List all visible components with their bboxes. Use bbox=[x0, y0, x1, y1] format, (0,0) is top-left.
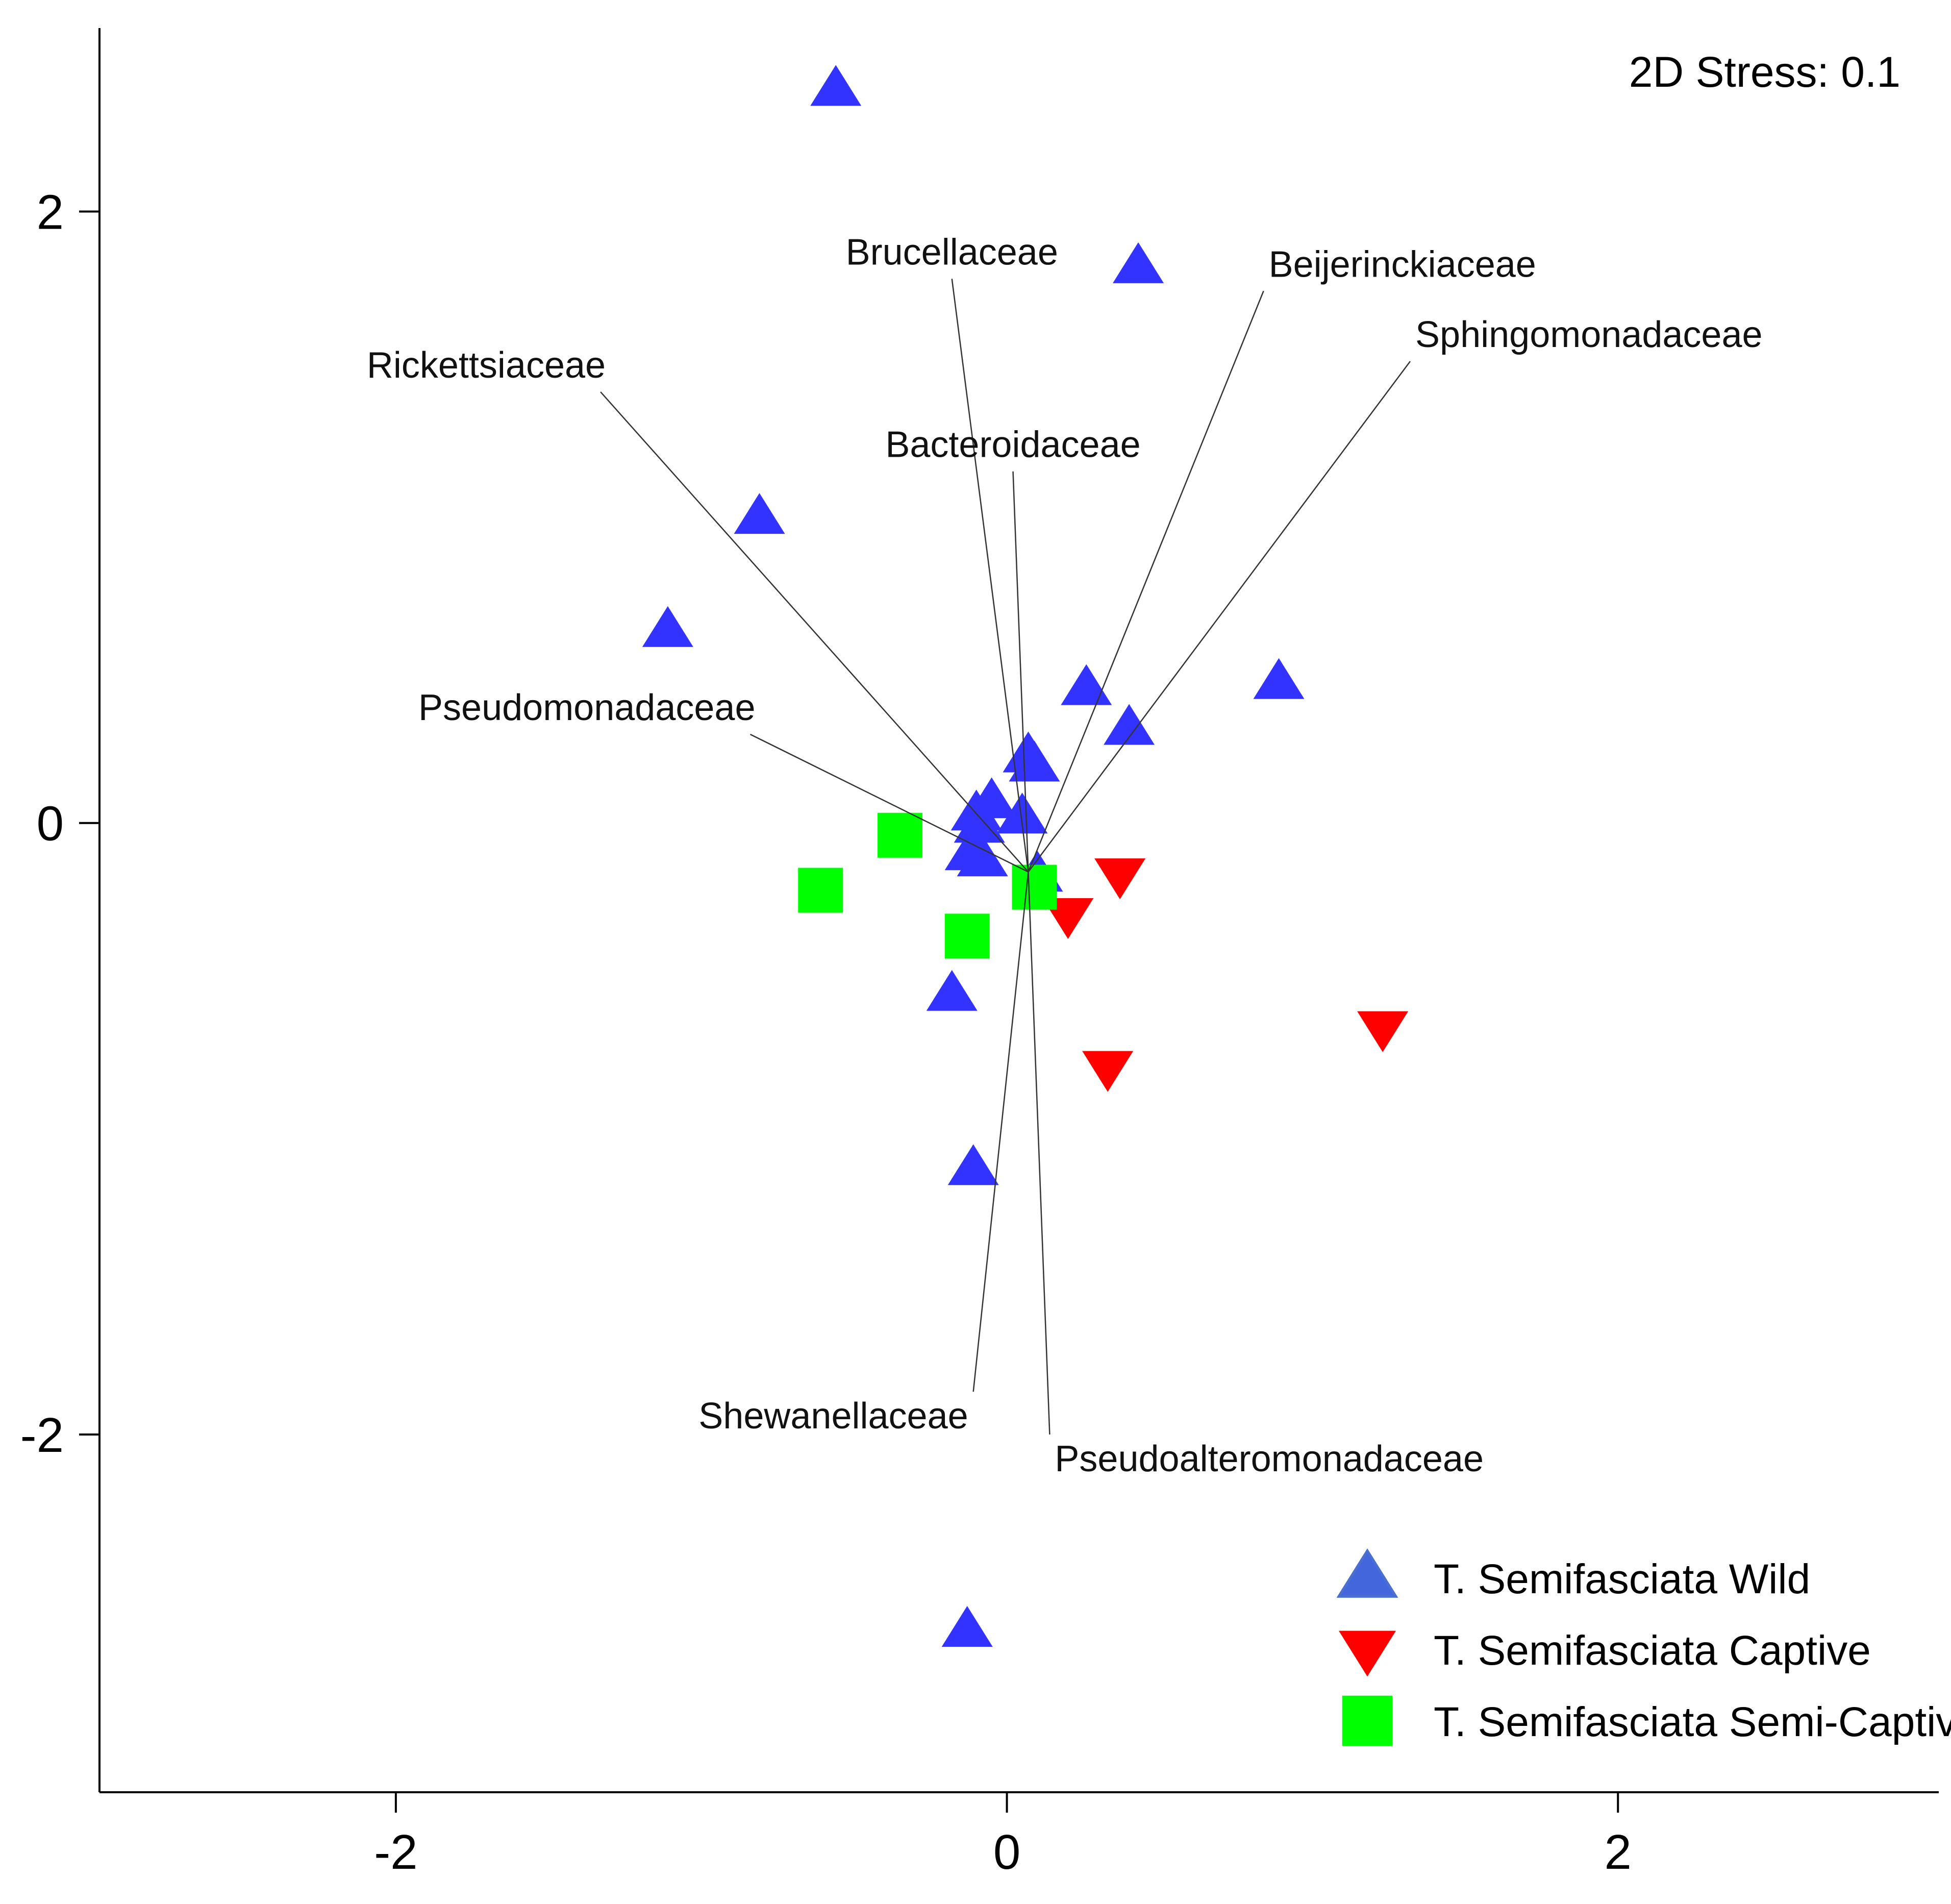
vector-label: Beijerinckiaceae bbox=[1269, 244, 1536, 285]
vector-label: Brucellaceae bbox=[846, 232, 1058, 273]
data-point bbox=[944, 913, 990, 959]
data-point bbox=[1012, 864, 1057, 910]
vector-line bbox=[951, 279, 1029, 872]
y-tick-label: -2 bbox=[20, 1408, 64, 1463]
data-points bbox=[642, 65, 1409, 1647]
vector-labels: Brucellaceae Beijerinckiaceae Sphingomonad… bbox=[367, 232, 1763, 1479]
vector-line bbox=[1012, 471, 1029, 872]
data-point bbox=[1113, 242, 1164, 283]
x-tick-label: 0 bbox=[993, 1825, 1020, 1880]
data-point bbox=[957, 835, 1008, 877]
y-tick-label: 0 bbox=[37, 797, 64, 851]
data-point bbox=[810, 65, 862, 106]
legend-marker bbox=[1339, 1630, 1396, 1677]
vector-line bbox=[1028, 290, 1264, 873]
legend: T. Semifasciata Wild T. Semifasciata Capt… bbox=[1336, 1548, 1951, 1746]
legend-label: T. Semifasciata Wild bbox=[1434, 1556, 1810, 1602]
x-tick-label: 2 bbox=[1605, 1825, 1632, 1880]
legend-label: T. Semifasciata Semi-Captive bbox=[1434, 1699, 1951, 1745]
data-point bbox=[954, 802, 1005, 843]
vector-label: Rickettsiaceae bbox=[367, 345, 606, 386]
data-point bbox=[1082, 1051, 1134, 1092]
legend-label: T. Semifasciata Captive bbox=[1434, 1627, 1871, 1674]
x-tick-label: -2 bbox=[374, 1825, 417, 1880]
vector-label: Bacteroidaceae bbox=[885, 425, 1140, 465]
legend-marker bbox=[1336, 1548, 1398, 1598]
vector-label: Sphingomonadaceae bbox=[1415, 314, 1763, 355]
data-point bbox=[1061, 664, 1112, 705]
y-tick-label: 2 bbox=[37, 185, 64, 239]
data-point bbox=[642, 606, 693, 647]
data-point bbox=[1253, 658, 1305, 699]
vector-label: Shewanellaceae bbox=[698, 1396, 968, 1437]
data-point bbox=[1357, 1011, 1409, 1052]
data-point bbox=[734, 493, 785, 534]
vector-lines bbox=[600, 279, 1411, 1435]
stress-label: 2D Stress: 0.1 bbox=[1629, 48, 1900, 96]
data-point bbox=[947, 1144, 999, 1185]
data-point bbox=[1094, 858, 1146, 900]
data-point bbox=[996, 793, 1048, 834]
data-point bbox=[941, 1605, 993, 1647]
vector-label: Pseudoalteromonadaceae bbox=[1055, 1439, 1484, 1479]
data-point bbox=[877, 812, 922, 858]
vector-line bbox=[1028, 872, 1050, 1435]
vector-line bbox=[1028, 361, 1411, 873]
vector-line bbox=[972, 872, 1029, 1392]
data-point bbox=[798, 868, 843, 913]
axis-ticks: -2 0 2 -2 0 2 bbox=[20, 185, 1632, 1880]
data-point bbox=[1104, 704, 1155, 745]
data-point bbox=[1003, 731, 1054, 773]
vector-line bbox=[600, 391, 1029, 873]
data-point bbox=[926, 970, 978, 1011]
vector-line bbox=[749, 733, 1029, 873]
legend-marker bbox=[1342, 1695, 1393, 1746]
vector-label: Pseudomonadaceae bbox=[418, 687, 756, 728]
